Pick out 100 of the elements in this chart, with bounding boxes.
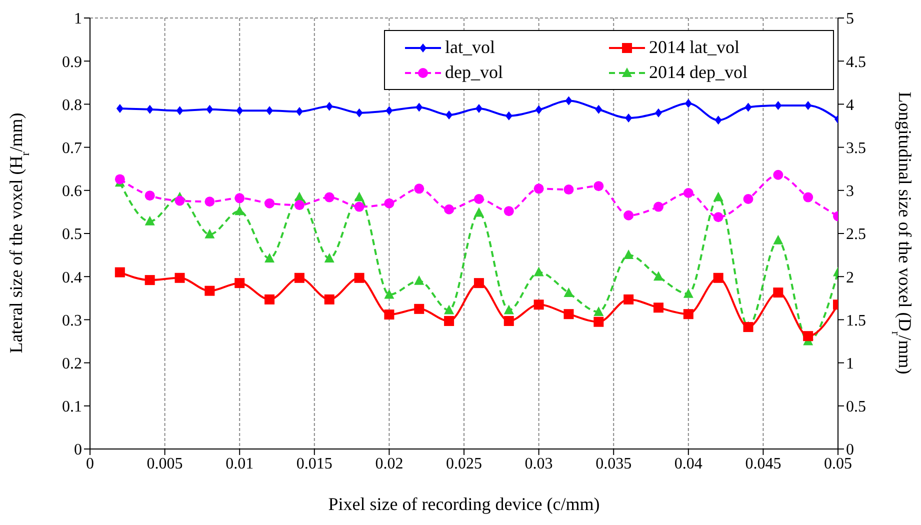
legend-label: lat_vol xyxy=(445,37,495,58)
point xyxy=(804,100,812,110)
point xyxy=(354,272,364,283)
point xyxy=(324,192,334,202)
point xyxy=(354,192,364,202)
y-tick-label: 0.7 xyxy=(62,140,82,157)
y2-tick-label: 3.5 xyxy=(846,140,866,157)
point xyxy=(324,253,334,262)
point xyxy=(204,286,215,296)
point xyxy=(535,105,542,114)
point xyxy=(444,304,454,314)
point xyxy=(803,192,814,202)
point xyxy=(206,104,214,114)
point xyxy=(174,272,185,283)
point xyxy=(565,96,572,106)
point xyxy=(625,113,632,122)
point xyxy=(474,207,484,217)
y2-tick-label: 4.5 xyxy=(846,54,866,71)
y-tick-label: 0.8 xyxy=(62,96,82,114)
point xyxy=(564,287,574,297)
point xyxy=(743,194,754,204)
point xyxy=(504,304,514,314)
point xyxy=(505,111,512,120)
y-tick-label: 0.6 xyxy=(62,183,82,200)
point xyxy=(683,288,694,298)
point xyxy=(264,198,275,208)
point xyxy=(773,288,784,298)
point xyxy=(264,253,275,262)
point xyxy=(446,110,453,120)
x-tick-label: 0.045 xyxy=(745,455,782,472)
point xyxy=(326,102,333,111)
legend-label: dep_vol xyxy=(445,62,503,83)
y2-tick-label: 3 xyxy=(846,183,854,200)
point xyxy=(414,304,424,314)
point xyxy=(773,234,784,244)
point xyxy=(144,275,155,286)
point xyxy=(744,102,752,112)
point xyxy=(713,272,724,283)
point xyxy=(653,302,664,313)
y2-tick-label: 2 xyxy=(846,269,854,286)
point xyxy=(414,184,424,194)
point xyxy=(654,108,662,118)
y-tick-label: 0.5 xyxy=(62,226,82,244)
point xyxy=(624,294,634,304)
point xyxy=(474,194,484,204)
point xyxy=(714,116,722,125)
point xyxy=(534,184,544,194)
point xyxy=(713,212,724,222)
point xyxy=(176,106,184,116)
point xyxy=(594,306,604,316)
point xyxy=(444,316,454,326)
y2-tick-label: 0.5 xyxy=(846,398,866,416)
y-tick-label: 0.4 xyxy=(62,269,82,286)
legend-label: 2014 dep_vol xyxy=(649,62,748,83)
point xyxy=(653,271,664,281)
x-axis-title: Pixel size of recording device (c/mm) xyxy=(328,494,600,514)
point xyxy=(416,102,423,112)
y-tick-label: 0.2 xyxy=(62,355,82,372)
legend-label: 2014 lat_vol xyxy=(649,37,740,58)
point xyxy=(684,98,692,108)
point xyxy=(384,198,394,208)
x-tick-label: 0.025 xyxy=(446,455,482,472)
point xyxy=(144,190,155,201)
point xyxy=(324,294,334,304)
point xyxy=(146,104,154,114)
point xyxy=(144,216,155,226)
point xyxy=(624,210,634,220)
point xyxy=(624,250,634,260)
y2-tick-label: 2.5 xyxy=(846,226,866,244)
point xyxy=(683,309,694,320)
point xyxy=(474,278,484,288)
point xyxy=(234,206,245,216)
point xyxy=(116,104,124,114)
point xyxy=(174,196,185,206)
y2-tick-label: 1.5 xyxy=(846,312,866,330)
point xyxy=(294,272,304,283)
point xyxy=(266,106,274,116)
point xyxy=(444,204,454,214)
point xyxy=(653,202,664,212)
x-tick-label: 0.035 xyxy=(596,455,632,472)
point xyxy=(803,331,814,342)
x-tick-label: 0.04 xyxy=(674,455,702,472)
point xyxy=(354,202,364,212)
point xyxy=(356,108,363,118)
point xyxy=(236,106,244,116)
x-tick-label: 0.005 xyxy=(146,455,183,472)
point xyxy=(595,104,602,114)
point xyxy=(594,316,604,327)
x-tick-label: 0 xyxy=(86,455,94,472)
point xyxy=(234,193,245,204)
point xyxy=(534,300,544,310)
point xyxy=(475,104,482,114)
y-tick-label: 0.9 xyxy=(62,54,82,71)
point xyxy=(386,106,393,116)
point xyxy=(504,206,514,216)
y-tick-label: 1 xyxy=(74,10,82,28)
point xyxy=(296,107,303,116)
point xyxy=(504,316,514,326)
point xyxy=(713,192,724,202)
point xyxy=(204,228,215,238)
